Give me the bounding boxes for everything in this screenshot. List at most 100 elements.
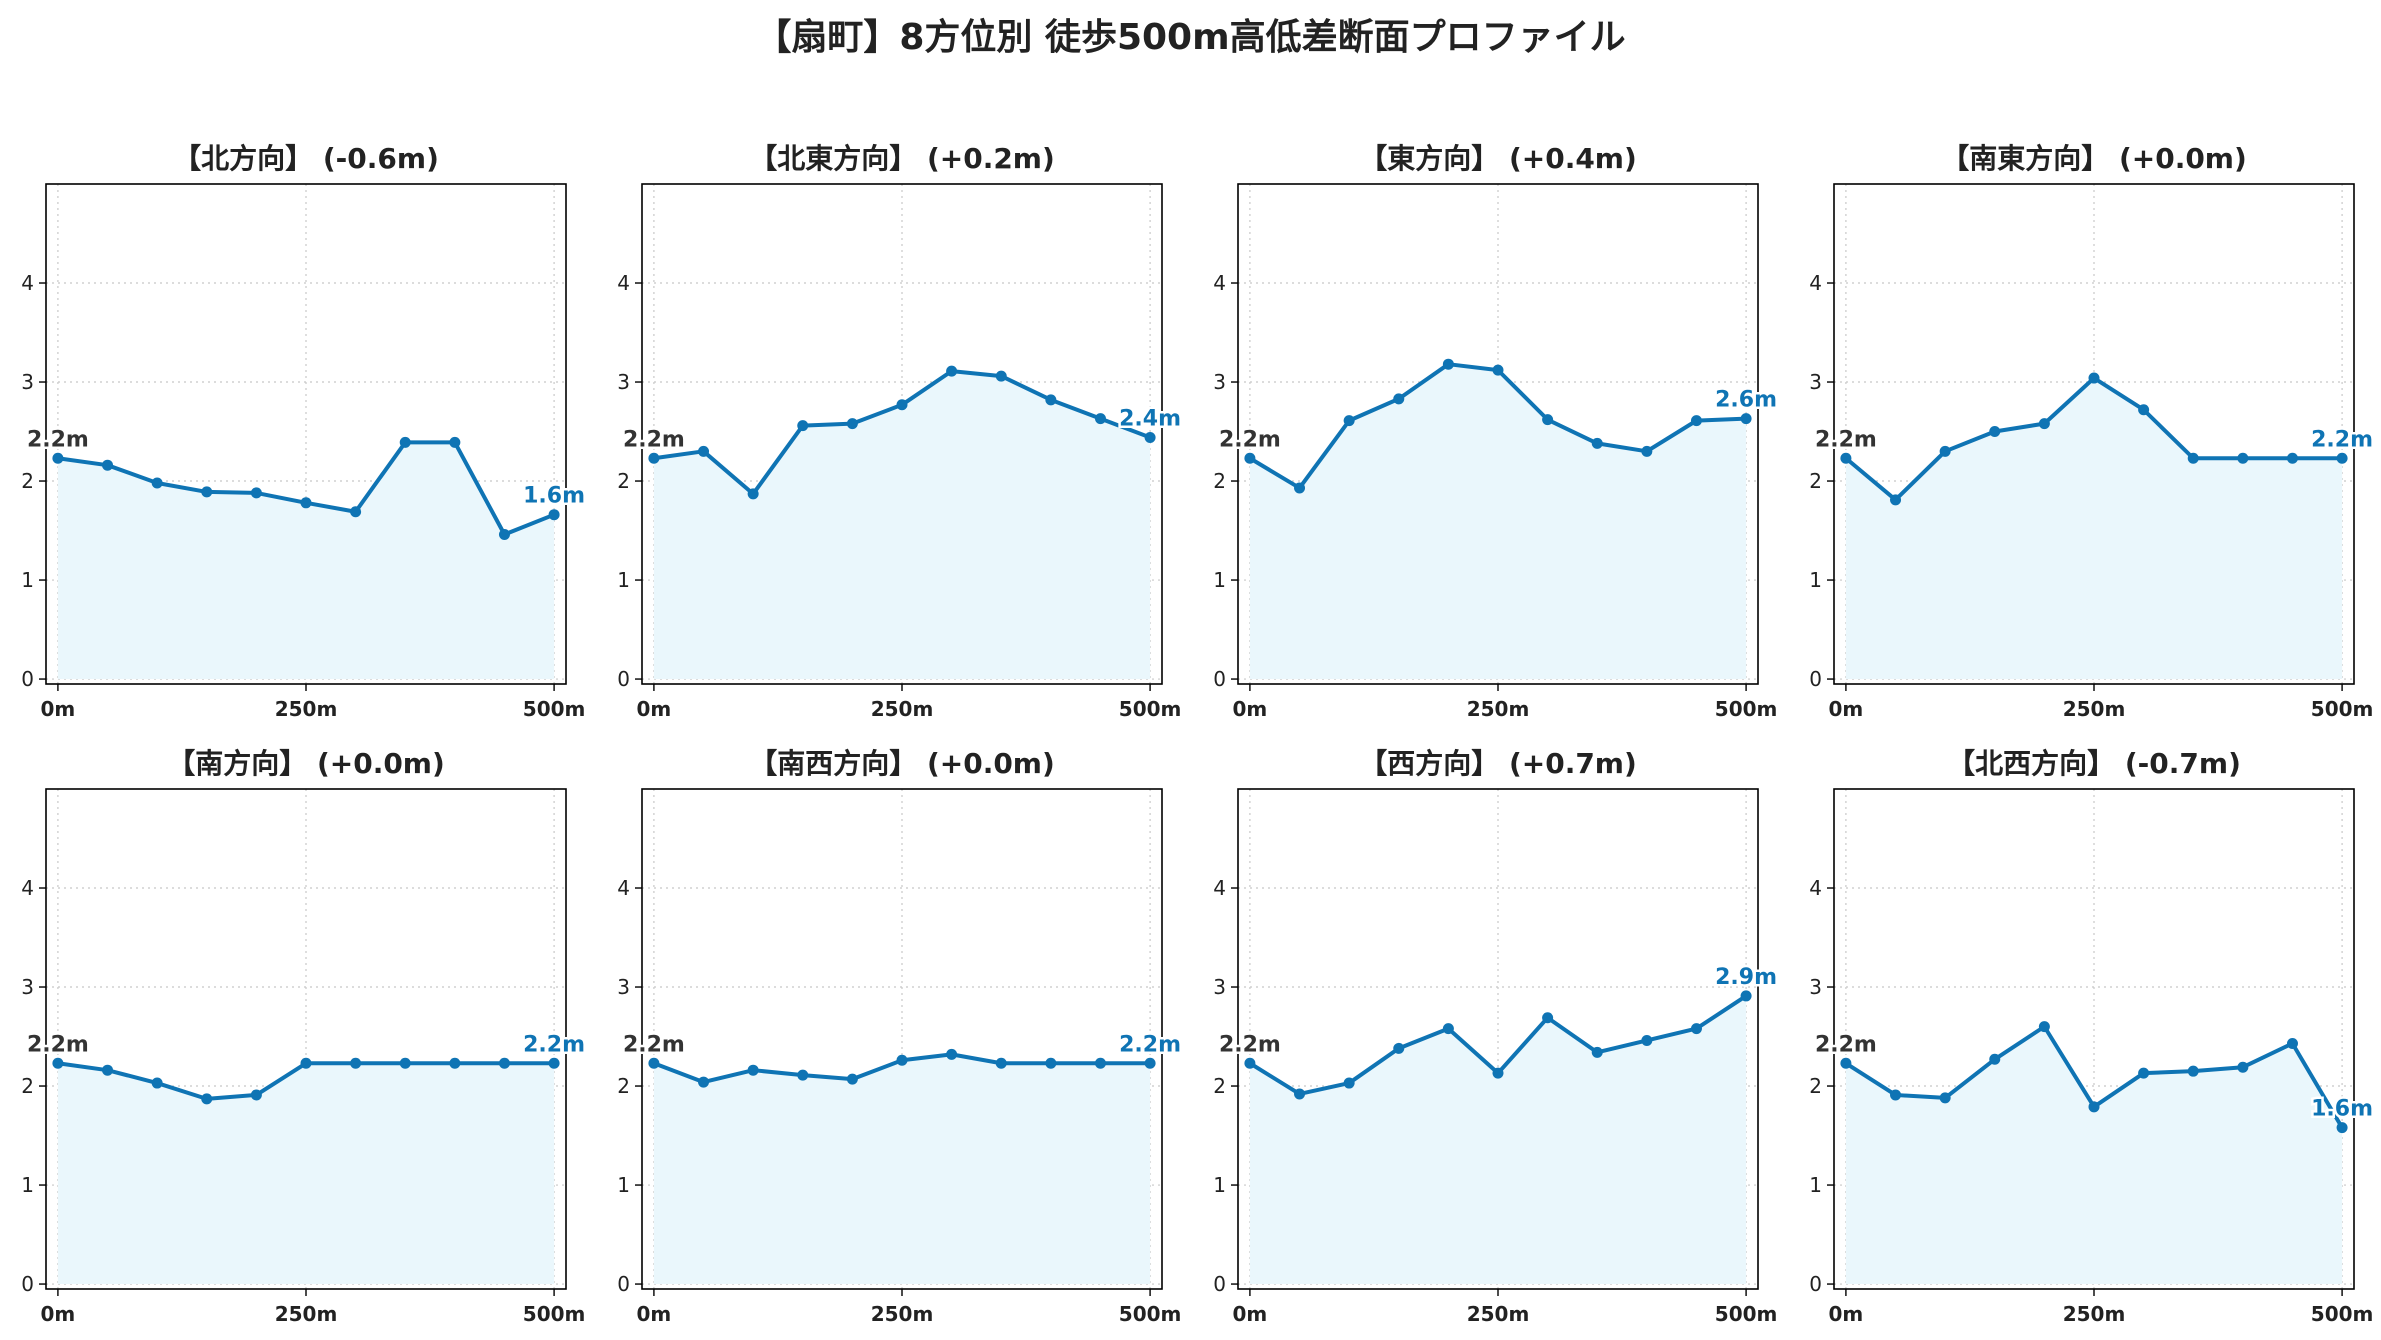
panel-5-xtick-0: 0m [41,1302,76,1326]
panel-3-point-9 [1690,415,1702,427]
panel-3-point-6 [1542,414,1554,426]
panel-2-point-3 [797,420,809,432]
panel-8-point-7 [2187,1065,2199,1077]
panel-2-point-10 [1144,431,1156,443]
panel-3-point-0 [1244,452,1256,464]
panel-8-ytick-3: 3 [1809,975,1822,999]
panel-4-point-5 [2088,372,2100,384]
panel-4-point-9 [2286,452,2298,464]
panel-6-point-6 [946,1048,958,1060]
panel-5-point-8 [449,1057,461,1069]
panel-6-point-9 [1094,1057,1106,1069]
panel-7-point-4 [1442,1023,1454,1035]
panel-5-point-1 [102,1064,114,1076]
panel-6-title: 【南西方向】 (+0.0m) [749,747,1055,780]
panel-1-xtick-1: 250m [275,697,338,721]
panel-3-xtick-2: 500m [1715,697,1778,721]
panel-5-ytick-4: 4 [21,876,34,900]
panel-5-point-4 [250,1089,262,1101]
panel-4-point-7 [2187,452,2199,464]
panel-1-point-10 [548,509,560,521]
panel-3-ytick-2: 2 [1213,469,1226,493]
panel-6-point-1 [698,1076,710,1088]
panel-3-point-5 [1492,364,1504,376]
panel-1-point-0 [52,452,64,464]
panel-8-ytick-2: 2 [1809,1074,1822,1098]
panel-7-ytick-0: 0 [1213,1272,1226,1296]
panel-5-xtick-2: 500m [523,1302,586,1326]
panel-5-start-label: 2.2m [27,1032,89,1057]
panel-8-point-5 [2088,1101,2100,1113]
panel-4-point-10 [2336,452,2348,464]
panel-7-start-label: 2.2m [1219,1032,1281,1057]
panel-6-end-label: 2.2m [1119,1032,1181,1057]
panel-2-ytick-0: 0 [617,667,630,691]
panel-4-title: 【南東方向】 (+0.0m) [1941,142,2247,175]
panel-5-ytick-1: 1 [21,1173,34,1197]
panel-4-end-label: 2.2m [2311,427,2373,452]
panel-5-point-2 [151,1077,163,1089]
panel-2-point-1 [698,445,710,457]
panel-2-point-9 [1094,413,1106,425]
panel-3-point-10 [1740,413,1752,425]
panel-2-point-0 [648,452,660,464]
panel-1-xtick-0: 0m [41,697,76,721]
panel-1-ytick-4: 4 [21,271,34,295]
panel-8-point-8 [2237,1061,2249,1073]
panel-8-point-10 [2336,1122,2348,1134]
panel-1-end-label: 1.6m [523,484,585,509]
panel-1-ytick-0: 0 [21,667,34,691]
panel-2-point-4 [846,418,858,430]
panel-2-ytick-3: 3 [617,370,630,394]
panel-7-title: 【西方向】 (+0.7m) [1359,747,1637,780]
panel-1-point-8 [449,436,461,448]
panel-4-point-3 [1989,426,2001,438]
panel-1-point-4 [250,487,262,499]
panel-7-point-10 [1740,990,1752,1002]
panel-3-ytick-3: 3 [1213,370,1226,394]
panel-7-point-9 [1690,1023,1702,1035]
panel-6-ytick-1: 1 [617,1173,630,1197]
panel-1-point-6 [350,506,362,518]
panel-6-point-8 [1045,1057,1057,1069]
panel-7-xtick-2: 500m [1715,1302,1778,1326]
panel-4-point-4 [2038,418,2050,430]
panel-1-ytick-2: 2 [21,469,34,493]
panel-8-ytick-1: 1 [1809,1173,1822,1197]
panel-8-xtick-2: 500m [2311,1302,2374,1326]
panel-5-point-9 [498,1057,510,1069]
panel-3-point-4 [1442,358,1454,370]
panel-1-point-3 [201,486,213,498]
panel-7-point-0 [1244,1057,1256,1069]
panel-2-xtick-0: 0m [637,697,672,721]
panel-1-point-7 [399,436,411,448]
panel-7-point-1 [1294,1088,1306,1100]
panel-8-point-6 [2138,1067,2150,1079]
panel-2-point-2 [747,488,759,500]
panel-1-point-5 [300,497,312,509]
panel-3-xtick-0: 0m [1233,697,1268,721]
panel-7-point-6 [1542,1012,1554,1024]
panel-5-point-5 [300,1057,312,1069]
panel-7-area [1249,995,1747,1285]
panel-3-ytick-4: 4 [1213,271,1226,295]
panel-3-point-2 [1343,415,1355,427]
panel-6-point-7 [995,1057,1007,1069]
panel-8-area [1845,1026,2343,1285]
panel-7-point-8 [1641,1034,1653,1046]
panel-4-xtick-0: 0m [1829,697,1864,721]
panel-1-point-2 [151,477,163,489]
panel-4-point-0 [1840,452,1852,464]
panel-5-ytick-2: 2 [21,1074,34,1098]
panel-7-point-5 [1492,1067,1504,1079]
panel-3-xtick-1: 250m [1467,697,1530,721]
panel-1-point-1 [102,459,114,471]
panel-2-point-7 [995,370,1007,382]
panel-7-ytick-1: 1 [1213,1173,1226,1197]
panel-8-point-2 [1939,1092,1951,1104]
panel-8-point-0 [1840,1057,1852,1069]
panel-2-point-8 [1045,394,1057,406]
panel-2-ytick-2: 2 [617,469,630,493]
